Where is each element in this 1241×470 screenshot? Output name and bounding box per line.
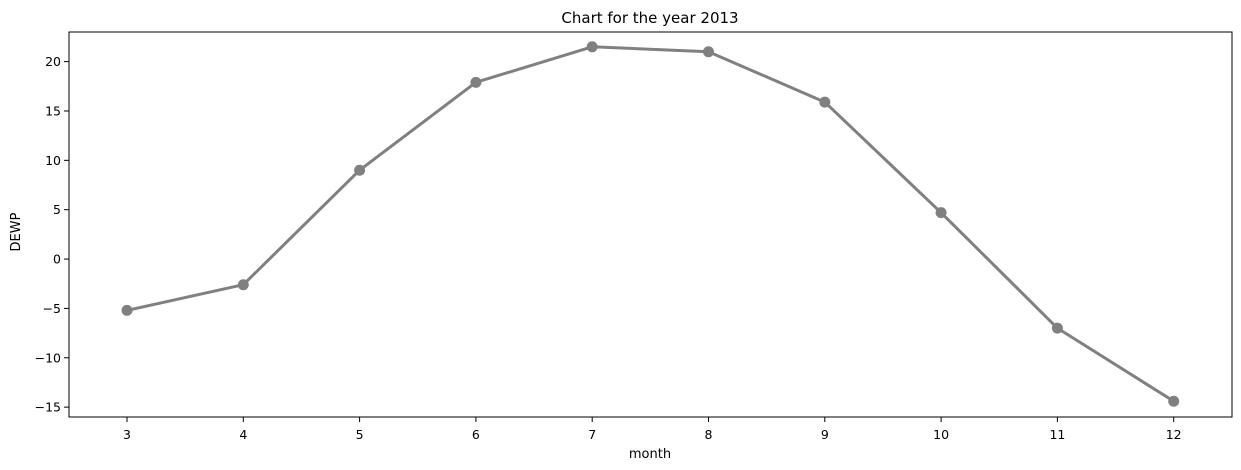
y-axis-label: DEWP [9,212,24,251]
data-point [703,46,714,58]
data-point [935,207,947,219]
x-tick-label: 12 [1166,427,1182,442]
y-axis: −15 −10 −5 0 5 10 15 20 [35,54,69,415]
x-tick-label: 6 [472,427,480,442]
x-tick-label: 7 [588,427,596,442]
x-tick-label: 4 [239,427,247,442]
y-tick-label: −15 [35,400,61,415]
x-tick-label: 3 [123,427,131,442]
data-point [819,96,831,108]
data-point [586,41,598,53]
y-tick-label: 20 [45,54,61,69]
series-line [125,45,1176,403]
y-tick-label: −5 [43,301,61,316]
x-tick-label: 10 [933,427,949,442]
data-point [121,304,133,316]
data-point [1051,322,1063,334]
y-tick-label: −10 [35,350,61,365]
x-tick-label: 9 [821,427,829,442]
y-tick-label: 0 [53,252,61,267]
data-point [354,164,366,176]
x-tick-label: 8 [705,427,713,442]
plot-area [68,31,1233,418]
x-axis: 3 4 5 6 7 8 9 10 11 12 [123,417,1182,442]
x-tick-label: 5 [356,427,364,442]
y-tick-label: 15 [45,103,61,118]
chart-title: Chart for the year 2013 [561,9,738,27]
plot-frame [68,31,1233,418]
data-point [1168,395,1180,407]
x-axis-label: month [629,447,671,462]
data-point [470,76,482,88]
x-tick-label: 11 [1049,427,1065,442]
series-layer [121,41,1180,407]
y-tick-label: 5 [53,202,61,217]
y-tick-label: 10 [45,153,61,168]
data-point [237,279,249,291]
